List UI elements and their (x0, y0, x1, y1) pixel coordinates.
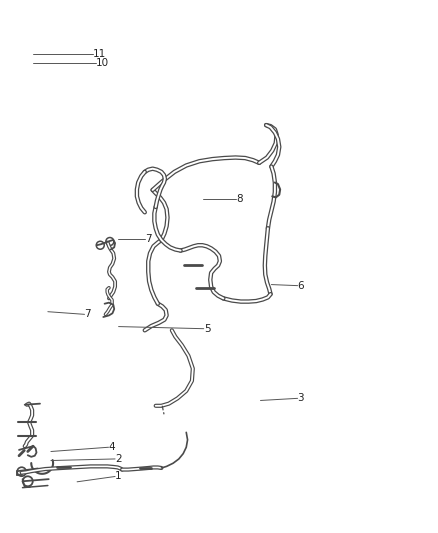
Text: 10: 10 (96, 59, 109, 68)
Text: 2: 2 (115, 454, 122, 464)
Text: 7: 7 (145, 234, 152, 244)
Text: 3: 3 (297, 393, 304, 403)
Text: 4: 4 (109, 442, 115, 452)
Text: 6: 6 (297, 281, 304, 290)
Text: 5: 5 (204, 324, 210, 334)
Text: 8: 8 (237, 194, 243, 204)
Text: 7: 7 (85, 309, 91, 319)
Text: 11: 11 (93, 49, 106, 59)
Text: 1: 1 (115, 472, 122, 481)
